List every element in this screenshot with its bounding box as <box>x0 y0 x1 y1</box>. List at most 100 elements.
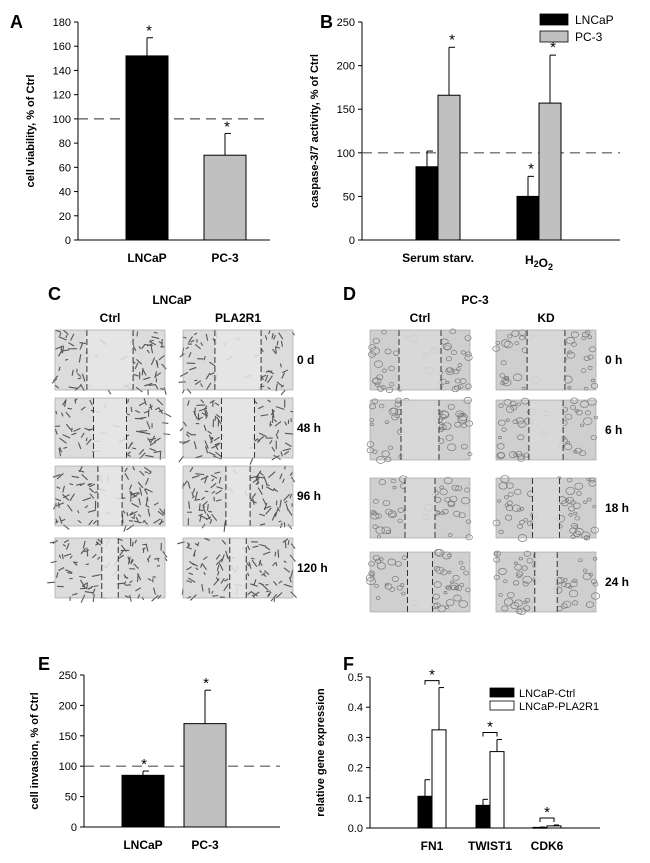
cell-shape <box>503 398 512 406</box>
cell-shape <box>146 558 150 563</box>
cell-shape <box>205 372 211 380</box>
cell-shape <box>447 403 455 410</box>
cell-shape <box>193 410 198 420</box>
cell-shape <box>78 354 82 363</box>
cell-shape <box>59 332 62 337</box>
cell-shape <box>221 554 225 563</box>
y-tick-label: 160 <box>53 41 71 53</box>
cell-shape <box>396 585 403 591</box>
wound-gap <box>221 398 255 458</box>
cell-shape <box>376 562 386 570</box>
cell-shape <box>177 541 185 545</box>
cell-shape <box>457 384 464 389</box>
cell-shape <box>206 382 212 391</box>
cell-shape <box>67 504 73 512</box>
cell-shape <box>141 596 145 601</box>
cell-shape <box>524 598 531 603</box>
cell-shape <box>188 336 193 343</box>
cell-shape <box>369 509 376 515</box>
cell-shape <box>459 582 465 587</box>
cell-shape <box>266 590 271 593</box>
cell-shape <box>142 547 146 550</box>
cell-shape <box>280 340 284 347</box>
cell-shape <box>380 385 386 390</box>
cell-shape <box>68 386 78 390</box>
cell-shape <box>202 506 207 514</box>
cell-shape <box>156 565 161 567</box>
bar-lncap <box>121 774 165 828</box>
cell-shape <box>522 581 529 587</box>
cell-shape <box>67 407 72 410</box>
cell-shape <box>55 502 65 507</box>
cell-shape <box>391 576 399 582</box>
cell-shape <box>455 485 463 492</box>
cell-shape <box>283 560 287 563</box>
significance-bracket <box>424 680 440 685</box>
cell-shape <box>89 399 93 406</box>
cell-shape <box>252 545 259 548</box>
cell-shape <box>464 383 472 390</box>
bar-lncap <box>125 55 169 241</box>
cell-shape <box>372 449 378 454</box>
cell-shape <box>284 421 288 426</box>
cell-shape <box>458 600 468 608</box>
cell-shape <box>272 561 277 567</box>
cell-shape <box>257 436 265 442</box>
cell-shape <box>277 506 281 512</box>
panel-letter-b: B <box>320 12 333 32</box>
cell-shape <box>186 546 192 550</box>
cell-shape <box>160 387 166 391</box>
cell-shape <box>505 418 510 422</box>
cell-shape <box>65 411 71 418</box>
cell-shape <box>191 475 200 479</box>
y-tick-label: 150 <box>337 104 355 116</box>
cell-shape <box>179 427 184 432</box>
x-tick-label-part: H <box>525 253 534 267</box>
cell-shape <box>570 534 576 540</box>
bar-lncap-1 <box>516 195 540 241</box>
legend-swatch-0 <box>489 687 515 698</box>
cell-shape <box>135 430 143 434</box>
cell-shape <box>587 397 597 406</box>
cell-shape <box>592 581 599 587</box>
cell-shape <box>154 384 159 390</box>
cell-shape <box>52 474 61 478</box>
cell-shape <box>188 572 194 576</box>
cell-shape <box>163 433 171 436</box>
micrograph-frame <box>369 329 471 391</box>
cell-shape <box>282 538 289 543</box>
cell-shape <box>282 478 285 484</box>
cell-shape <box>519 519 525 525</box>
cell-shape <box>273 418 278 423</box>
cell-shape <box>581 531 591 540</box>
cell-shape <box>565 486 576 495</box>
cell-shape <box>573 530 581 538</box>
cell-shape <box>465 420 473 427</box>
cell-shape <box>212 594 219 597</box>
cell-shape <box>66 542 70 550</box>
cell-shape <box>526 557 534 564</box>
cell-shape <box>578 558 583 563</box>
cell-shape <box>185 346 190 350</box>
cell-shape <box>153 331 158 334</box>
cell-shape <box>226 555 230 559</box>
cell-shape <box>69 555 73 559</box>
cell-shape <box>368 344 377 351</box>
cell-shape <box>384 348 392 355</box>
cell-shape <box>381 330 387 335</box>
cell-shape <box>275 433 279 440</box>
cell-shape <box>186 580 193 583</box>
cell-shape <box>368 561 375 567</box>
cell-shape <box>439 413 447 420</box>
cell-shape <box>265 484 270 487</box>
cell-shape <box>265 507 272 515</box>
cell-shape <box>447 553 452 558</box>
cell-shape <box>144 477 149 486</box>
cell-shape <box>290 569 294 579</box>
cell-shape <box>63 553 72 557</box>
cell-shape <box>147 508 151 517</box>
cell-shape <box>220 578 225 584</box>
micrograph-frame <box>54 465 166 527</box>
cell-shape <box>573 511 578 516</box>
cell-shape <box>187 577 196 583</box>
